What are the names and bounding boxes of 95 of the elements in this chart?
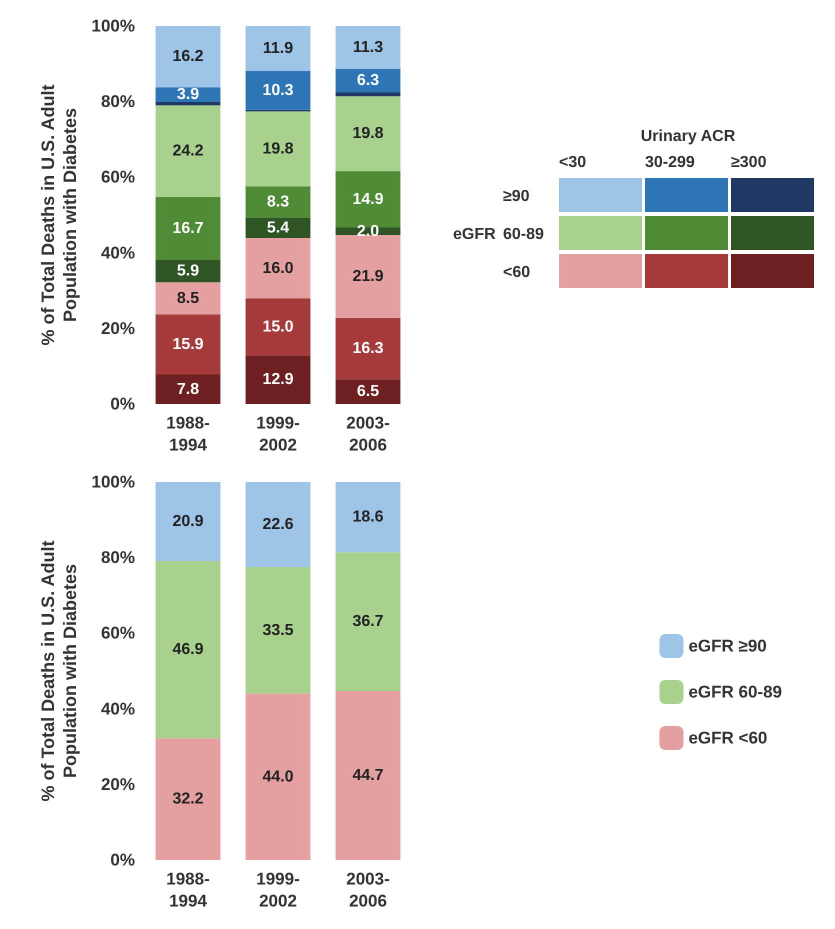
data-label: 44.7 <box>352 767 384 784</box>
bar <box>336 26 400 69</box>
text: eGFR <box>453 226 497 244</box>
y-tick-label: 80% <box>100 548 135 568</box>
text: <60 <box>503 264 532 282</box>
y-tick-label: 40% <box>100 699 135 718</box>
data-label: 10.3 <box>262 82 294 99</box>
data-label: 11.3 <box>352 38 384 56</box>
bar <box>156 196 220 260</box>
bar <box>336 92 400 96</box>
bar <box>246 186 310 218</box>
bar <box>246 238 310 299</box>
bar <box>336 552 400 692</box>
data-label: 12.9 <box>262 371 294 388</box>
data-label: 19.8 <box>262 140 294 158</box>
bar <box>336 235 400 318</box>
y-axis-title: % of Total Deaths in U.S. Adult Population with Diabetes <box>38 84 80 346</box>
bar <box>156 105 220 197</box>
y-tick-label: 80% <box>100 92 135 112</box>
data-label: 24.2 <box>172 142 204 160</box>
bar <box>246 70 310 110</box>
text: Urinary ACR <box>640 128 736 146</box>
x-tick-label: 2003- 2006 <box>346 414 390 454</box>
bar <box>336 379 400 404</box>
text: 60-89 <box>503 226 545 244</box>
bar <box>246 482 310 568</box>
data-label: 8.5 <box>176 290 200 307</box>
data-label: 36.7 <box>352 613 384 630</box>
y-tick-label: 100% <box>92 472 135 492</box>
x-tick-label: 2003- 2006 <box>346 870 390 910</box>
x-tick-label: 1999- 2002 <box>256 870 300 910</box>
y-tick-label: 0% <box>110 394 135 414</box>
data-label: 5.4 <box>266 219 290 236</box>
bar <box>156 738 220 860</box>
bar <box>336 68 400 93</box>
bar <box>246 218 310 238</box>
data-label: 15.0 <box>262 318 294 336</box>
y-tick-label: 40% <box>100 243 135 262</box>
bar <box>156 314 220 375</box>
data-label: 33.5 <box>262 622 294 639</box>
data-label: 8.3 <box>266 193 290 210</box>
data-label: 46.9 <box>172 641 204 658</box>
x-tick-label: 1988- 1994 <box>166 414 210 454</box>
data-label: 5.9 <box>176 262 200 280</box>
data-label: 7.8 <box>176 380 200 398</box>
data-label: 16.2 <box>172 48 204 66</box>
bar <box>246 355 310 404</box>
bar <box>336 691 400 860</box>
bar <box>156 282 220 314</box>
bar <box>336 96 400 172</box>
y-tick-label: 60% <box>100 168 135 187</box>
bar <box>246 111 310 186</box>
legend-label: eGFR <60 <box>688 728 768 748</box>
bar <box>246 694 310 860</box>
bar <box>246 298 310 356</box>
data-label: 16.0 <box>262 260 294 277</box>
data-label: 32.2 <box>172 790 204 808</box>
x-tick-label: 1988- 1994 <box>166 870 210 910</box>
bar <box>156 374 220 404</box>
y-tick-label: 100% <box>92 16 135 36</box>
bar <box>246 567 310 694</box>
bar <box>336 318 400 380</box>
bar <box>246 26 310 71</box>
y-tick-label: 0% <box>110 850 135 870</box>
data-label: 44.0 <box>262 768 294 786</box>
y-axis-title: % of Total Deaths in U.S. Adult Population with Diabetes <box>38 540 80 802</box>
y-tick-label: 20% <box>100 774 135 794</box>
data-label: 15.9 <box>172 336 204 353</box>
data-label: 19.8 <box>352 125 384 142</box>
data-label: 21.9 <box>352 268 384 285</box>
text: <30 <box>559 154 588 172</box>
bar <box>156 482 220 561</box>
bar <box>156 102 220 106</box>
data-label: 6.3 <box>356 72 380 90</box>
bar <box>336 482 400 552</box>
text: ≥300 <box>731 154 768 172</box>
data-label: 14.9 <box>352 190 384 208</box>
y-tick-label: 20% <box>100 318 135 338</box>
text: ≥90 <box>503 188 531 206</box>
data-label: 22.6 <box>262 516 294 534</box>
bar <box>156 26 220 88</box>
data-label: 16.3 <box>352 340 384 358</box>
bar <box>156 561 220 738</box>
data-label: 3.9 <box>176 86 200 104</box>
data-label: 6.5 <box>356 383 380 400</box>
y-tick-label: 60% <box>100 624 135 643</box>
text: 30-299 <box>645 154 696 172</box>
data-label: 16.7 <box>172 220 204 237</box>
bar <box>156 260 220 282</box>
data-label: 11.9 <box>262 40 294 57</box>
data-label: 20.9 <box>172 513 204 530</box>
legend-label: eGFR ≥90 <box>688 636 767 656</box>
x-tick-label: 1999- 2002 <box>256 414 300 454</box>
data-label: 18.6 <box>352 508 384 526</box>
legend-label: eGFR 60-89 <box>688 682 782 702</box>
